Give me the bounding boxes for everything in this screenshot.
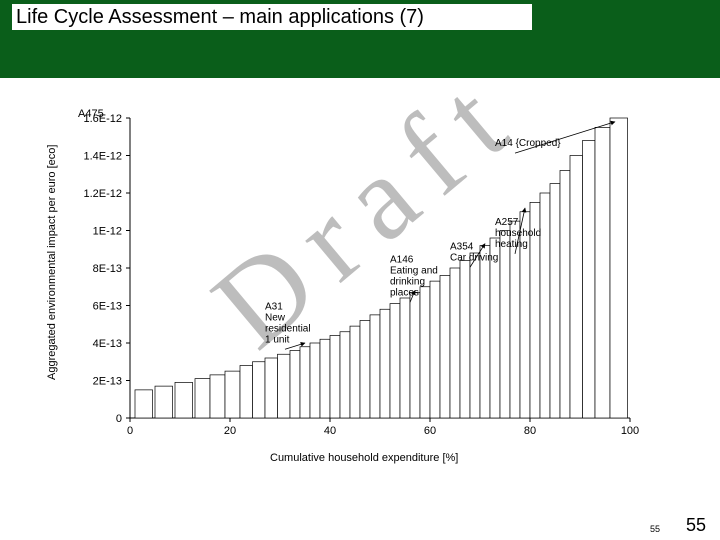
bar bbox=[460, 261, 470, 419]
svg-text:1.2E-12: 1.2E-12 bbox=[83, 188, 122, 200]
bar bbox=[595, 127, 610, 418]
bar bbox=[350, 326, 360, 418]
bar bbox=[550, 184, 560, 418]
svg-text:0: 0 bbox=[127, 425, 133, 437]
chart-annotation: Car driving bbox=[450, 252, 498, 263]
bar bbox=[135, 390, 153, 418]
chart-annotation: drinking bbox=[390, 276, 425, 287]
bar bbox=[610, 118, 628, 418]
bar bbox=[420, 287, 430, 418]
svg-text:20: 20 bbox=[224, 425, 236, 437]
svg-text:80: 80 bbox=[524, 425, 536, 437]
chart-annotation: A354 bbox=[450, 241, 474, 252]
bar bbox=[500, 231, 510, 419]
svg-text:1E-12: 1E-12 bbox=[93, 226, 122, 238]
bar bbox=[155, 386, 173, 418]
chart-annotation: A14 {Cropped} bbox=[495, 138, 561, 149]
svg-text:1.6E-12: 1.6E-12 bbox=[83, 113, 122, 125]
bar bbox=[370, 315, 380, 418]
svg-text:100: 100 bbox=[621, 425, 639, 437]
bar bbox=[175, 382, 193, 418]
bar bbox=[490, 238, 500, 418]
bar bbox=[210, 375, 225, 418]
chart-annotation: New bbox=[265, 312, 286, 323]
bar bbox=[380, 309, 390, 418]
bar bbox=[560, 171, 570, 419]
bar bbox=[400, 298, 410, 418]
chart-annotation: places bbox=[390, 287, 419, 298]
chart-annotation: residential bbox=[265, 323, 311, 334]
bar bbox=[340, 332, 350, 418]
bar bbox=[253, 362, 266, 418]
chart-annotation: A257 bbox=[495, 217, 519, 228]
svg-text:0: 0 bbox=[116, 413, 122, 425]
chart-annotation: heating bbox=[495, 239, 528, 250]
svg-text:4E-13: 4E-13 bbox=[93, 338, 122, 350]
chart-annotation: Eating and bbox=[390, 265, 438, 276]
bar bbox=[450, 268, 460, 418]
bar bbox=[583, 141, 596, 419]
page-number-small: 55 bbox=[650, 524, 660, 534]
bar bbox=[570, 156, 583, 419]
bar bbox=[440, 276, 450, 419]
svg-text:2E-13: 2E-13 bbox=[93, 376, 122, 388]
chart-annotation: 1 unit bbox=[265, 334, 290, 345]
bar bbox=[410, 292, 420, 418]
svg-text:60: 60 bbox=[424, 425, 436, 437]
bar bbox=[330, 336, 340, 419]
bar bbox=[360, 321, 370, 419]
bar bbox=[240, 366, 253, 419]
bar bbox=[540, 193, 550, 418]
bar bbox=[290, 351, 300, 419]
bar bbox=[195, 379, 210, 418]
bar bbox=[470, 253, 480, 418]
bar bbox=[430, 281, 440, 418]
bar bbox=[225, 371, 240, 418]
chart-annotation: household bbox=[495, 228, 541, 239]
svg-text:1.4E-12: 1.4E-12 bbox=[83, 151, 122, 163]
bar-chart: 0 2E-13 4E-13 6E-13 8E-13 1E-12 1.2E-12 1.4E-12… bbox=[0, 0, 720, 540]
bar bbox=[510, 221, 520, 418]
page-number-big: 55 bbox=[686, 515, 706, 536]
chart-annotation: A146 bbox=[390, 254, 414, 265]
bar bbox=[310, 343, 320, 418]
bar bbox=[300, 347, 310, 418]
svg-text:6E-13: 6E-13 bbox=[93, 301, 122, 313]
bar bbox=[265, 358, 278, 418]
svg-text:8E-13: 8E-13 bbox=[93, 263, 122, 275]
bar bbox=[278, 354, 291, 418]
bar bbox=[480, 246, 490, 419]
bar bbox=[390, 304, 400, 418]
chart-annotation: A31 bbox=[265, 301, 283, 312]
bar bbox=[320, 339, 330, 418]
svg-text:40: 40 bbox=[324, 425, 336, 437]
